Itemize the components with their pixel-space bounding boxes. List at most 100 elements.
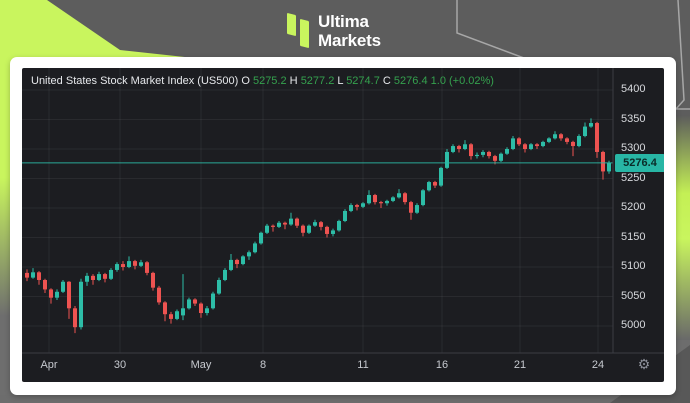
candle-body <box>31 272 35 278</box>
candle-body <box>127 261 131 267</box>
candle-body <box>541 141 545 147</box>
candle-body <box>139 262 143 266</box>
candle-body <box>445 151 449 168</box>
logo-line1: Ultima <box>318 12 369 31</box>
candle-body <box>487 151 491 157</box>
candle-body <box>415 205 419 213</box>
candle-body <box>343 210 347 221</box>
candle-body <box>49 289 53 298</box>
candle-body <box>301 225 305 233</box>
candle-body <box>205 308 209 314</box>
y-axis-label: 5050 <box>621 289 646 302</box>
candle-body <box>457 146 461 149</box>
top-left-lime-wedge <box>0 0 268 66</box>
y-axis-label: 5250 <box>621 171 646 184</box>
candle-body <box>67 281 71 309</box>
settings-gear-icon[interactable]: ⚙ <box>637 356 651 372</box>
candle-body <box>271 225 275 227</box>
candle-body <box>589 123 593 127</box>
current-price-badge: 5276.4 <box>615 154 664 172</box>
candle-body <box>223 269 227 280</box>
candle-body <box>481 151 485 155</box>
candle-body <box>607 162 611 172</box>
candle-body <box>307 225 311 233</box>
change-value: 1.0 <box>430 75 446 87</box>
candle-body <box>577 136 581 147</box>
low-label: L <box>337 75 344 87</box>
candle-body <box>433 182 437 186</box>
candle-body <box>97 274 101 280</box>
y-axis-label: 5100 <box>621 260 646 272</box>
candle-body <box>187 299 191 309</box>
candle-body <box>367 195 371 204</box>
candlestick-plot[interactable] <box>22 68 664 382</box>
chart-legend[interactable]: United States Stock Market Index (US500)… <box>31 75 494 87</box>
candle-body <box>571 141 575 147</box>
candle-body <box>295 218 299 226</box>
candle-body <box>121 264 125 267</box>
x-axis-label: Apr <box>40 359 58 371</box>
candle-body <box>565 138 569 142</box>
candle-body <box>373 195 377 203</box>
change-percent: (+0.02%) <box>449 75 494 87</box>
candle-body <box>199 303 203 314</box>
chart-widget[interactable]: United States Stock Market Index (US500)… <box>22 68 664 382</box>
candle-body <box>313 222 317 226</box>
candle-body <box>277 222 281 227</box>
symbol-title: United States Stock Market Index (US500) <box>31 75 239 87</box>
x-axis-label: 21 <box>513 359 527 371</box>
candle-body <box>175 311 179 319</box>
candle-body <box>217 279 221 294</box>
candle-body <box>325 226 329 234</box>
ultima-logo-icon <box>286 12 312 54</box>
candle-body <box>391 197 395 201</box>
candle-body <box>595 123 599 152</box>
candle-body <box>289 218 293 225</box>
close-value: 5276.4 <box>393 75 428 87</box>
candle-body <box>319 222 323 227</box>
left-lime-strip <box>0 0 13 395</box>
x-axis-label: 24 <box>591 359 605 371</box>
candle-body <box>265 225 269 233</box>
candle-body <box>109 269 113 279</box>
candle-body <box>181 308 185 316</box>
candle-body <box>211 293 215 309</box>
logo-text: Ultima Markets <box>318 12 381 54</box>
candle-body <box>379 202 383 204</box>
candle-body <box>145 262 149 273</box>
candle-body <box>55 291 59 298</box>
candle-body <box>361 203 365 207</box>
close-label: C <box>382 75 391 87</box>
open-value: 5275.2 <box>252 75 287 87</box>
x-axis-label: 11 <box>357 359 369 371</box>
x-axis-label: 8 <box>259 359 267 371</box>
candle-body <box>61 281 65 292</box>
logo-line2: Markets <box>318 31 381 50</box>
candle-body <box>163 302 167 315</box>
candle-body <box>469 144 473 157</box>
candle-body <box>331 230 335 234</box>
candle-body <box>247 252 251 257</box>
candle-body <box>169 314 173 319</box>
candle-body <box>517 138 521 145</box>
hexagon-outline-left <box>456 0 541 65</box>
candle-body <box>505 149 509 154</box>
candle-body <box>337 220 341 231</box>
candle-body <box>475 154 479 157</box>
high-value: 5277.2 <box>300 75 335 87</box>
candle-body <box>553 134 557 139</box>
candle-body <box>73 308 77 328</box>
low-value: 5274.7 <box>346 75 380 87</box>
candle-body <box>103 274 107 279</box>
ultima-markets-logo: Ultima Markets <box>286 12 381 54</box>
candle-body <box>559 134 563 139</box>
candle-body <box>43 279 47 290</box>
right-lime-strip <box>674 115 690 340</box>
candle-body <box>421 190 425 206</box>
y-axis-label: 5300 <box>621 142 646 154</box>
candle-body <box>397 193 401 198</box>
chart-panel: United States Stock Market Index (US500)… <box>10 57 676 395</box>
candle-body <box>79 281 83 328</box>
candle-body <box>355 205 359 207</box>
candle-body <box>523 144 527 149</box>
